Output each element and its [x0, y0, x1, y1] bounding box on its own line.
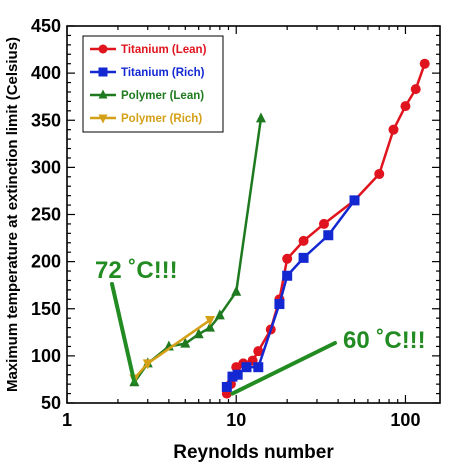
y-tick-label: 250	[31, 205, 61, 225]
y-tick-label: 200	[31, 252, 61, 272]
series-line	[133, 118, 263, 383]
legend-label: Titanium (Rich)	[121, 67, 205, 79]
annotations-group: 72 ˚C!!! 60 ˚C!!!	[95, 257, 426, 396]
y-tick-label: 450	[31, 16, 61, 36]
x-axis-title: Reynolds number	[173, 442, 334, 463]
point-circle	[318, 218, 329, 229]
point-circle	[374, 168, 385, 179]
point-triangle-up	[231, 285, 242, 296]
annotation-arrow	[230, 341, 337, 396]
point-square	[98, 67, 108, 77]
point-square	[323, 230, 334, 241]
axes-group: 50 100 150 200 250 300 350 400 450 1 10 100 Reynolds…	[4, 16, 441, 463]
x-tick-label: 1	[62, 410, 72, 430]
annotation-arrow	[110, 282, 137, 385]
point-circle	[400, 101, 411, 112]
point-triangle-up	[214, 309, 225, 320]
point-square	[241, 362, 252, 373]
point-square	[274, 299, 285, 310]
point-circle	[298, 235, 309, 246]
point-triangle-up	[193, 328, 204, 339]
legend-label: Titanium (Lean)	[121, 44, 207, 56]
y-tick-label: 150	[31, 299, 61, 319]
point-triangle-down	[98, 114, 108, 124]
point-triangle-up	[180, 337, 191, 348]
point-circle	[282, 253, 293, 264]
y-tick-label: 100	[31, 346, 61, 366]
x-tick-label: 100	[390, 410, 420, 430]
y-tick-label: 50	[41, 393, 61, 413]
point-triangle-up	[98, 89, 108, 99]
point-square	[349, 195, 360, 206]
point-square	[232, 369, 243, 380]
legend-group: Titanium (Lean) Titanium (Rich) Polymer (L…	[82, 35, 224, 133]
point-square	[298, 252, 309, 263]
y-tick-label: 300	[31, 157, 61, 177]
point-circle	[98, 44, 108, 54]
point-circle	[253, 346, 264, 357]
series-1	[221, 195, 360, 392]
point-triangle-down	[205, 316, 216, 327]
point-square	[227, 371, 238, 382]
series-group	[129, 58, 430, 399]
y-tick-label: 350	[31, 110, 61, 130]
y-tick-label: 400	[31, 63, 61, 83]
point-square	[221, 381, 232, 392]
legend-label: Polymer (Lean)	[121, 90, 204, 102]
x-tick-label: 10	[226, 410, 246, 430]
point-circle	[410, 84, 421, 95]
point-triangle-down	[142, 359, 153, 370]
point-circle	[419, 58, 430, 69]
annotation-text: 72 ˚C!!!	[95, 257, 178, 284]
point-triangle-up	[255, 112, 266, 123]
point-square	[282, 270, 293, 281]
point-triangle-up	[205, 321, 216, 332]
series-2	[129, 112, 266, 387]
legend-label: Polymer (Rich)	[121, 113, 202, 125]
point-square	[253, 362, 264, 373]
annotation-text: 60 ˚C!!!	[343, 327, 426, 354]
point-circle	[388, 124, 399, 135]
y-axis-title: Maximum temperature at extinction limit …	[4, 37, 21, 392]
